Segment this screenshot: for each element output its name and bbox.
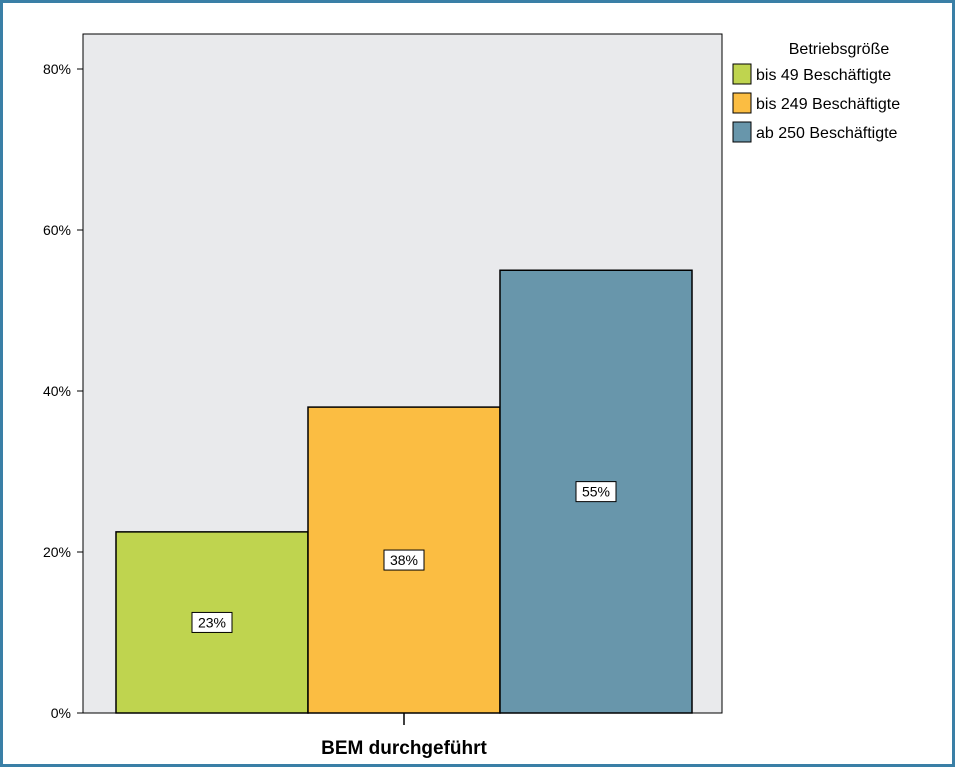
- legend-swatch: [732, 121, 752, 143]
- legend-swatch: [732, 92, 752, 114]
- legend: Betriebsgröße bis 49 Beschäftigte bis 249 …: [732, 41, 900, 143]
- data-label-box: [383, 549, 425, 571]
- y-tick-label: 0%: [51, 705, 71, 721]
- legend-label: ab 250 Beschäftigte: [756, 125, 898, 142]
- y-tick-label: 40%: [43, 383, 71, 399]
- x-axis-title: BEM durchgeführt: [321, 738, 487, 759]
- legend-label: bis 49 Beschäftigte: [756, 67, 891, 84]
- legend-swatch: [732, 63, 752, 85]
- y-axis: 0% 20% 40% 60% 80%: [43, 61, 83, 721]
- data-label: 38%: [390, 552, 418, 568]
- legend-label: bis 249 Beschäftigte: [756, 96, 900, 113]
- data-label: 55%: [582, 484, 610, 500]
- data-label-box: [191, 611, 233, 633]
- y-tick-label: 20%: [43, 544, 71, 560]
- data-label: 23%: [198, 614, 226, 630]
- data-label-box: [575, 481, 617, 503]
- x-axis: BEM durchgeführt: [321, 713, 488, 759]
- legend-title: Betriebsgröße: [789, 41, 890, 58]
- y-tick-label: 80%: [43, 61, 71, 77]
- bars: 23% 38% 55%: [115, 269, 693, 714]
- y-tick-label: 60%: [43, 222, 71, 238]
